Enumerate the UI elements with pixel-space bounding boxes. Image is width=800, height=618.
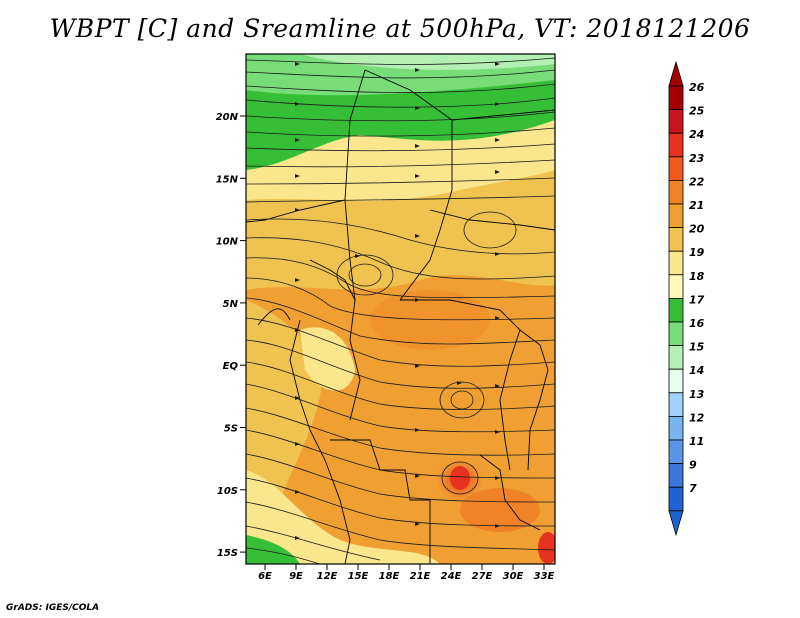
lat-tick-label: EQ bbox=[223, 361, 239, 372]
colorbar-label: 9 bbox=[689, 459, 697, 472]
lon-tick-label: 21E bbox=[410, 571, 431, 582]
colorbar-label: 15 bbox=[689, 341, 705, 354]
lat-tick-label: 5S bbox=[224, 424, 238, 435]
colorbar-segment bbox=[668, 392, 684, 417]
colorbar-label: 19 bbox=[689, 246, 705, 259]
longitude-axis: 6E 9E 12E 15E 18E 21E 24E 27E 30E 33E bbox=[258, 564, 555, 582]
colorbar-label: 23 bbox=[689, 152, 705, 165]
colorbar-label: 12 bbox=[689, 411, 705, 424]
colorbar-segment bbox=[668, 85, 684, 111]
colorbar-label: 17 bbox=[689, 293, 705, 306]
colorbar-label: 14 bbox=[689, 364, 704, 377]
lon-tick-label: 15E bbox=[348, 571, 369, 582]
colorbar-segment bbox=[668, 109, 684, 134]
colorbar-label: 20 bbox=[689, 223, 705, 236]
colorbar-label: 16 bbox=[689, 317, 705, 330]
colorbar-label: 24 bbox=[689, 128, 704, 141]
streamlines bbox=[246, 57, 555, 564]
colorbar-segment bbox=[668, 250, 684, 276]
lon-tick-label: 12E bbox=[317, 571, 338, 582]
colorbar-label: 13 bbox=[689, 388, 705, 401]
lat-tick-label: 5N bbox=[223, 299, 239, 310]
lat-tick-label: 15S bbox=[217, 548, 238, 559]
colorbar-label: 25 bbox=[689, 105, 705, 118]
colorbar-segment bbox=[668, 179, 684, 205]
lat-tick-label: 15N bbox=[216, 174, 239, 185]
colorbar-segment bbox=[668, 321, 684, 347]
colorbar-top-arrow bbox=[668, 60, 684, 87]
latitude-axis: 20N 15N 10N 5N EQ 5S 10S 15S bbox=[216, 112, 246, 559]
colorbar-segment bbox=[668, 203, 684, 229]
colorbar-segment bbox=[668, 132, 684, 158]
colorbar: 26 25 24 23 22 21 20 19 18 17 16 15 14 13 12 11 9 7 bbox=[668, 60, 705, 537]
colorbar-segment bbox=[668, 368, 684, 394]
map-frame bbox=[245, 53, 556, 565]
lon-tick-label: 27E bbox=[472, 571, 493, 582]
streamline-arrowheads bbox=[295, 62, 500, 540]
lon-tick-label: 24E bbox=[441, 571, 462, 582]
colorbar-segment bbox=[668, 274, 684, 299]
colorbar-segment bbox=[668, 227, 684, 252]
lat-tick-label: 10S bbox=[217, 486, 238, 497]
lon-tick-label: 6E bbox=[258, 571, 272, 582]
colorbar-label: 11 bbox=[689, 435, 704, 448]
colorbar-segment bbox=[668, 486, 684, 512]
lat-tick-label: 10N bbox=[216, 237, 239, 248]
colorbar-segment bbox=[668, 156, 684, 181]
colorbar-label: 26 bbox=[689, 81, 705, 94]
colorbar-label: 7 bbox=[689, 482, 697, 495]
colorbar-bottom-arrow bbox=[668, 510, 684, 537]
lon-tick-label: 18E bbox=[379, 571, 400, 582]
credit-label: GrADS: IGES/COLA bbox=[6, 603, 100, 613]
chart-title: WBPT [C] and Sreamline at 500hPa, VT: 20… bbox=[49, 14, 751, 43]
colorbar-label: 18 bbox=[689, 270, 705, 283]
colorbar-segment bbox=[668, 345, 684, 370]
lon-tick-label: 33E bbox=[534, 571, 555, 582]
colorbar-label: 21 bbox=[689, 199, 704, 212]
colorbar-segment bbox=[668, 415, 684, 441]
lon-tick-label: 9E bbox=[289, 571, 303, 582]
colorbar-segment bbox=[668, 439, 684, 465]
colorbar-segment bbox=[668, 463, 684, 488]
lon-tick-label: 30E bbox=[503, 571, 524, 582]
lat-tick-label: 20N bbox=[216, 112, 239, 123]
colorbar-segment bbox=[668, 297, 684, 323]
colorbar-label: 22 bbox=[689, 175, 705, 188]
